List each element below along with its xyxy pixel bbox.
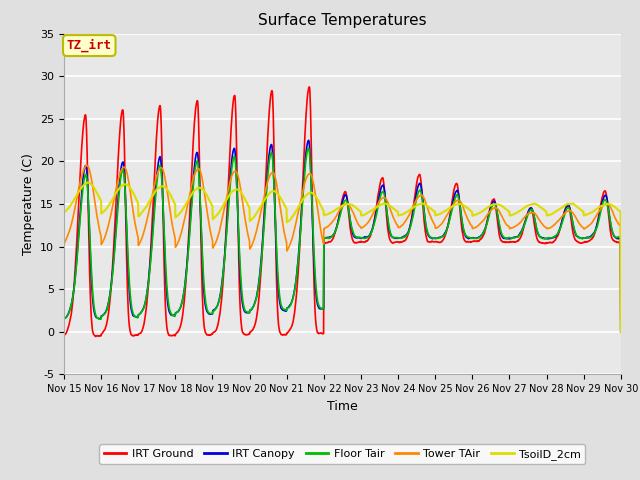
IRT Ground xyxy=(601,188,609,193)
Tower TAir xyxy=(601,201,609,207)
TsoilD_2cm xyxy=(617,329,625,335)
TsoilD_2cm xyxy=(89,183,97,189)
Tower TAir xyxy=(316,224,324,230)
Tower TAir xyxy=(60,241,68,247)
Floor Tair xyxy=(316,305,324,311)
TsoilD_2cm xyxy=(84,180,92,185)
IRT Ground xyxy=(305,84,313,90)
IRT Ground xyxy=(88,327,96,333)
Tower TAir xyxy=(83,163,91,168)
Tower TAir xyxy=(89,184,97,190)
Y-axis label: Temperature (C): Temperature (C) xyxy=(22,153,35,255)
TsoilD_2cm xyxy=(60,209,68,215)
IRT Canopy xyxy=(88,293,96,299)
Line: Floor Tair: Floor Tair xyxy=(64,148,621,331)
Line: IRT Canopy: IRT Canopy xyxy=(64,140,621,332)
TsoilD_2cm xyxy=(499,204,506,209)
Line: Tower TAir: Tower TAir xyxy=(64,166,621,332)
TsoilD_2cm xyxy=(331,207,339,213)
IRT Ground xyxy=(92,334,100,339)
Tower TAir xyxy=(331,216,339,221)
X-axis label: Time: Time xyxy=(327,400,358,413)
TsoilD_2cm xyxy=(316,202,324,207)
Tower TAir xyxy=(499,216,506,221)
Tower TAir xyxy=(601,202,609,207)
Floor Tair xyxy=(601,197,609,203)
IRT Ground xyxy=(317,330,324,336)
IRT Ground xyxy=(332,229,339,235)
IRT Canopy xyxy=(60,316,68,322)
IRT Canopy xyxy=(305,137,312,143)
TsoilD_2cm xyxy=(601,202,609,208)
Floor Tair xyxy=(601,197,609,203)
IRT Ground xyxy=(60,332,68,338)
IRT Ground xyxy=(617,329,625,335)
Floor Tair xyxy=(305,145,312,151)
Floor Tair xyxy=(617,328,625,334)
Floor Tair xyxy=(88,285,96,291)
IRT Canopy xyxy=(499,235,506,240)
IRT Canopy xyxy=(601,192,609,198)
IRT Canopy xyxy=(617,329,625,335)
IRT Ground xyxy=(499,239,507,245)
IRT Canopy xyxy=(601,193,609,199)
Floor Tair xyxy=(60,315,68,321)
Tower TAir xyxy=(617,329,625,335)
IRT Canopy xyxy=(331,229,339,235)
Floor Tair xyxy=(499,233,506,239)
IRT Canopy xyxy=(316,306,324,312)
Title: Surface Temperatures: Surface Temperatures xyxy=(258,13,427,28)
Floor Tair xyxy=(331,229,339,235)
Text: TZ_irt: TZ_irt xyxy=(67,39,112,52)
Line: IRT Ground: IRT Ground xyxy=(64,87,621,336)
Line: TsoilD_2cm: TsoilD_2cm xyxy=(64,182,621,332)
Legend: IRT Ground, IRT Canopy, Floor Tair, Tower TAir, TsoilD_2cm: IRT Ground, IRT Canopy, Floor Tair, Towe… xyxy=(99,444,586,464)
TsoilD_2cm xyxy=(601,202,609,207)
IRT Ground xyxy=(602,188,609,194)
